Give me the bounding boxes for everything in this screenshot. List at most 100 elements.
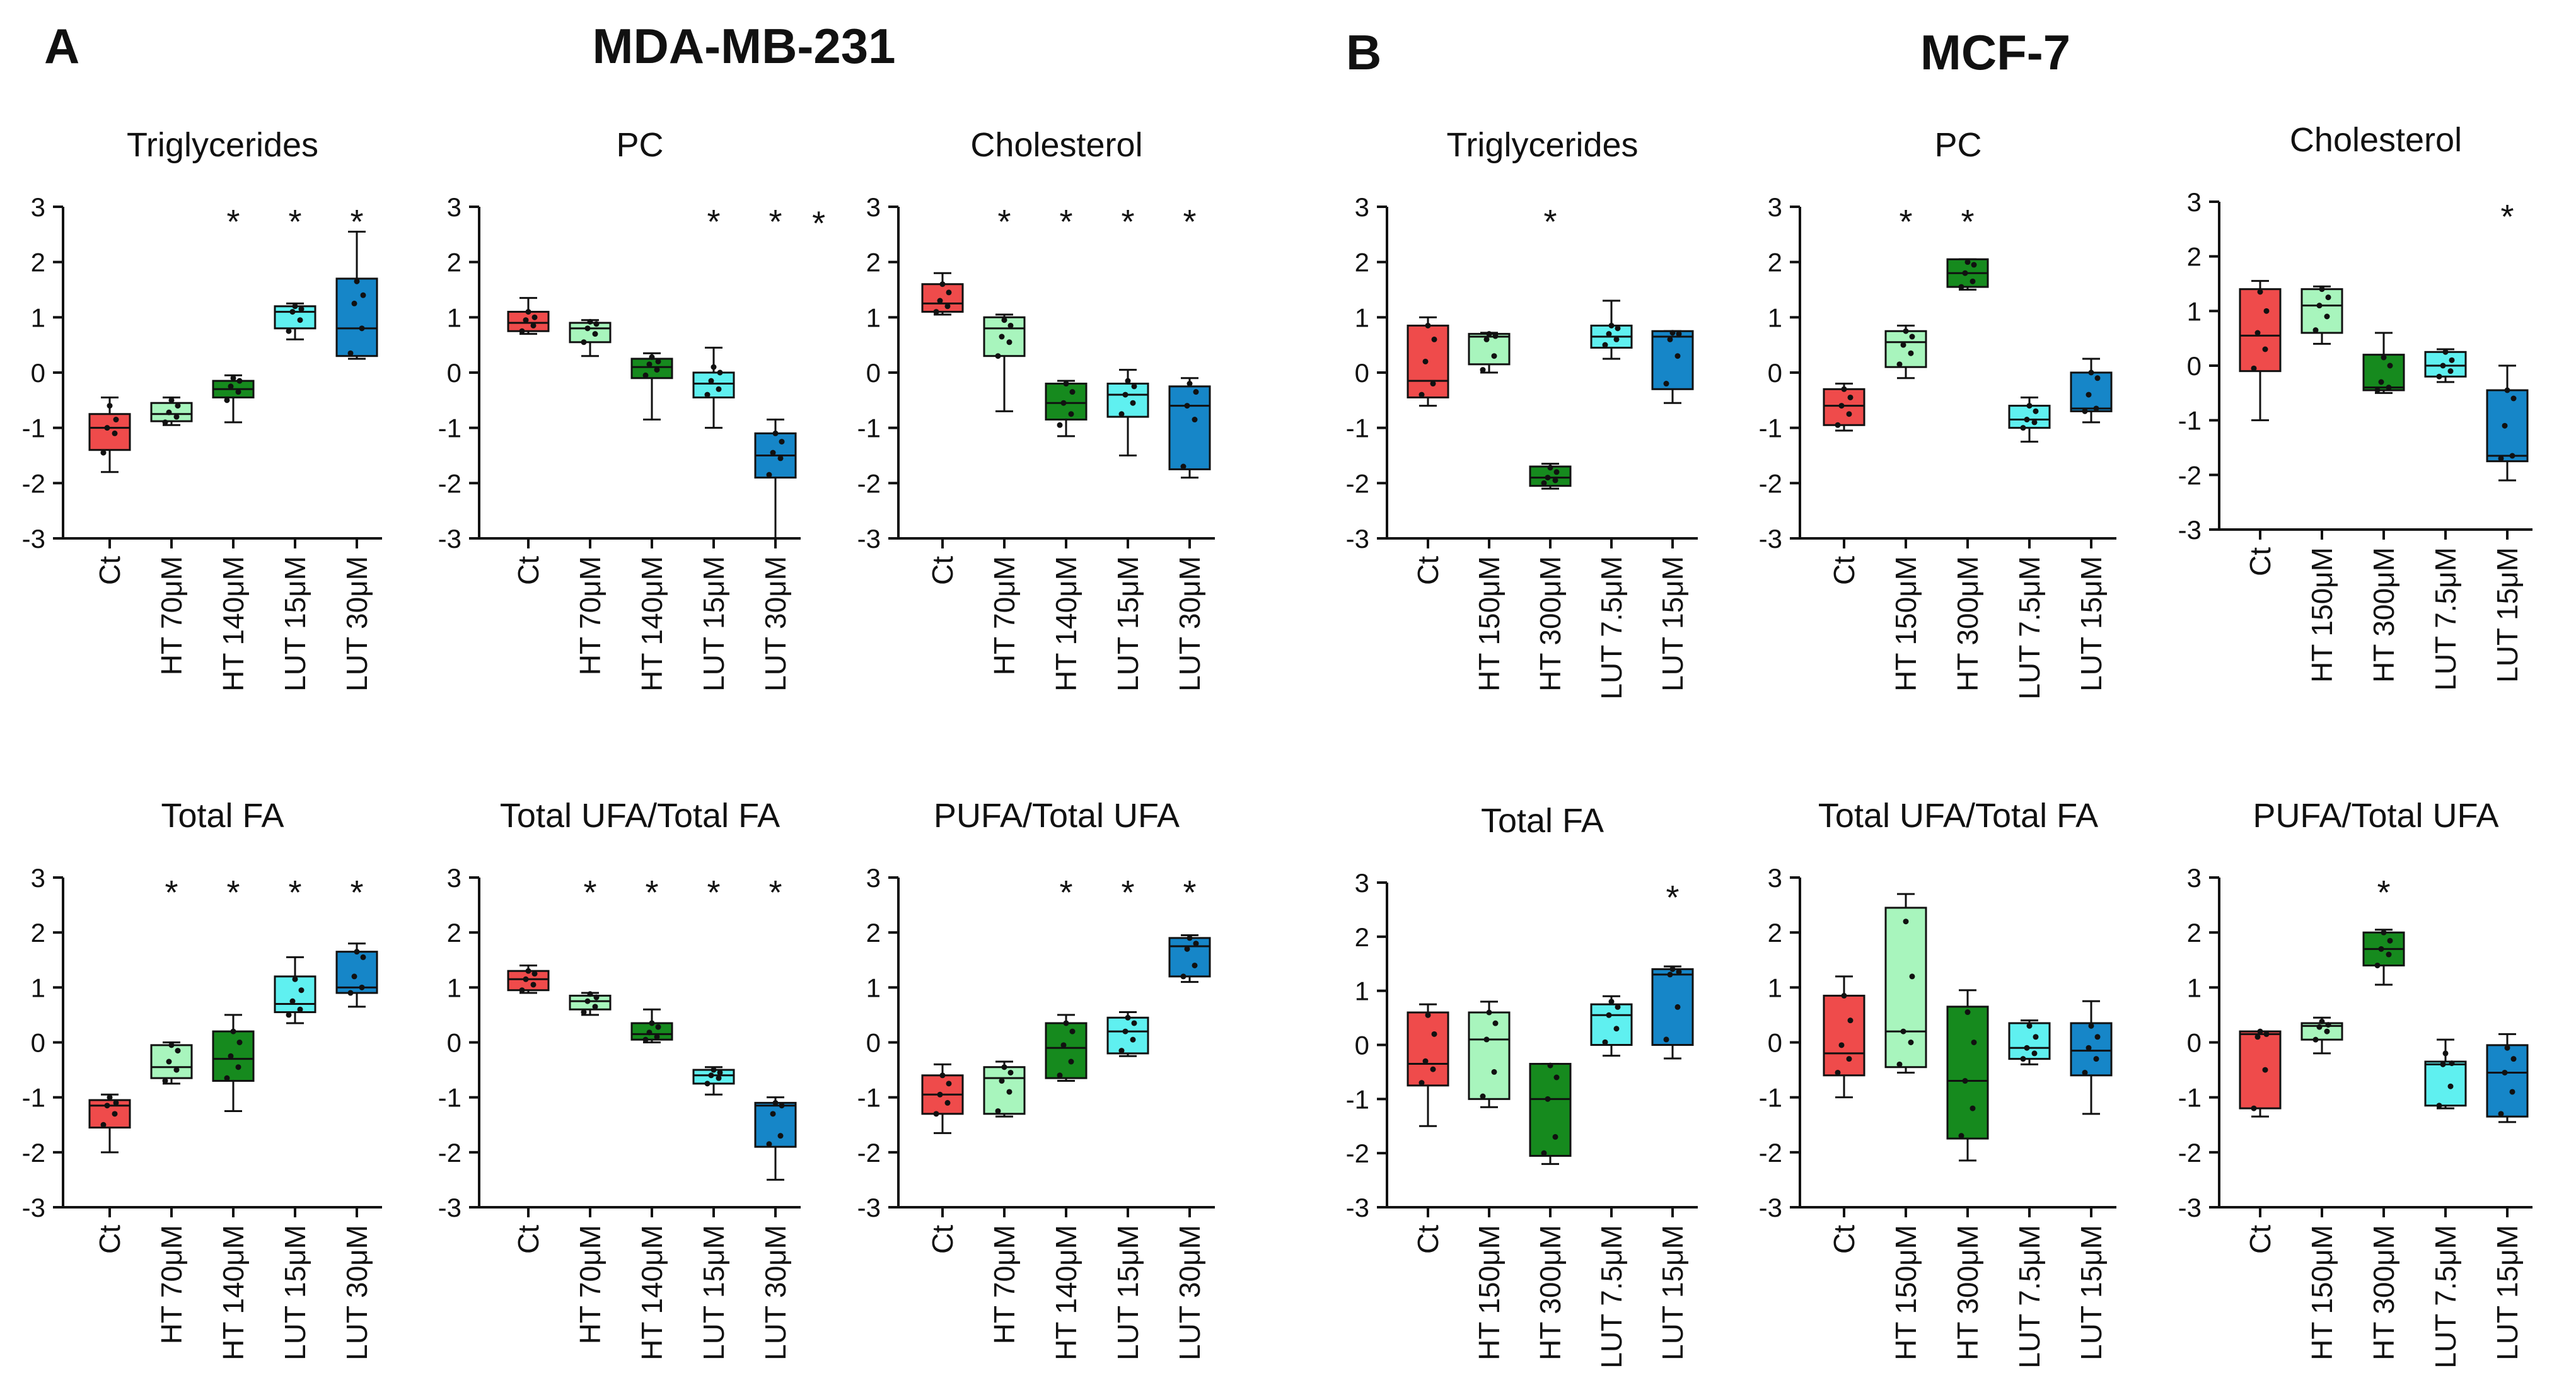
y-tick-label: 1 [1355,303,1369,332]
data-point [772,430,779,436]
y-tick-label: -1 [438,1083,461,1113]
y-tick-label: -3 [22,524,45,554]
data-point [1006,339,1012,345]
data-point [292,303,298,310]
y-tick-label: -1 [857,1083,881,1113]
data-point [113,417,119,423]
data-point [1841,992,1847,999]
data-point [1125,378,1131,384]
significance-star: * [707,874,720,912]
category-label: LUT 7.5μM [2429,1225,2462,1369]
significance-star: * [583,874,596,912]
category-label: HT 70μM [988,1225,1021,1344]
y-tick-label: 2 [2187,918,2202,948]
data-point [1552,1133,1558,1140]
y-tick-label: -2 [1759,1138,1782,1168]
data-point [2088,369,2094,376]
data-point [1552,477,1558,484]
y-tick-label: -3 [857,1193,881,1222]
data-point [2254,330,2261,336]
significance-star: * [707,203,720,241]
data-point [1908,1040,1914,1045]
data-point [2082,1069,2088,1075]
data-point [292,976,298,982]
data-point [1431,1031,1437,1037]
category-label: LUT 15μM [1111,556,1144,692]
data-point [289,998,296,1004]
data-point [2447,1083,2454,1089]
data-point [2502,1069,2508,1075]
data-point [1964,259,1971,265]
category-label: HT 300μM [1534,1225,1567,1360]
box-Ct [2239,1030,2282,1110]
y-tick-label: 0 [447,1028,461,1058]
data-point [1430,1066,1436,1072]
box-HT 70μM [569,994,612,1011]
box-LUT 30μM [335,277,378,357]
category-label: LUT 15μM [1111,1225,1144,1360]
data-point [523,317,529,323]
plot-title: Triglycerides [1446,126,1638,164]
plot-title: Cholesterol [2290,121,2462,159]
significance-star: * [769,874,782,912]
y-tick-label: 2 [1355,922,1369,952]
data-point [298,306,305,312]
data-point [1835,422,1841,428]
y-tick-label: -1 [438,414,461,443]
data-point [933,309,939,315]
y-tick-label: 3 [1768,192,1782,222]
data-point [100,449,107,456]
y-tick-label: 0 [1768,358,1782,388]
plot-title: PUFA/Total UFA [2253,797,2498,835]
data-point [1419,391,1425,398]
data-point [999,333,1005,340]
data-point [107,1094,113,1101]
data-point [236,378,243,384]
data-point [1122,1028,1128,1035]
category-label: HT 70μM [155,1225,188,1344]
data-point [2263,308,2270,314]
significance-star: * [1666,879,1679,917]
data-point [2324,1028,2330,1035]
y-tick-label: 3 [447,192,461,222]
data-point [2257,289,2263,295]
data-point [1613,336,1620,342]
data-point [1602,342,1608,348]
data-point [946,1081,952,1087]
data-point [1131,383,1137,390]
data-point [1069,389,1076,395]
y-tick-label: 2 [1355,248,1369,277]
y-tick-label: -2 [1346,1139,1369,1168]
data-point [2387,937,2393,944]
y-tick-label: 1 [447,973,461,1002]
data-point [1486,1009,1492,1016]
category-label: LUT 30μM [1173,556,1206,692]
data-point [166,1058,172,1065]
data-point [1896,361,1903,368]
category-label: LUT 15μM [697,556,730,692]
y-tick-label: 0 [447,358,461,388]
data-point [1903,919,1909,925]
y-tick-label: -3 [2178,515,2202,545]
data-point [347,990,354,996]
data-point [2093,405,2099,412]
plot-10: Total UFA/Total FA 3 2 1 0 -1 -2 -3 Ct HT 150μM HT… [1759,797,2116,1369]
data-point [933,1111,939,1117]
data-point [642,372,649,378]
y-tick-label: -2 [2178,460,2202,490]
data-point [112,1111,118,1117]
plot-title: Total FA [161,797,284,835]
data-point [530,322,537,328]
category-label: HT 140μM [1050,1225,1082,1360]
data-point [289,309,296,315]
category-label: HT 300μM [1951,1225,1984,1360]
y-tick-label: -2 [22,468,45,498]
box-LUT 7.5μM [1590,1003,1633,1046]
data-point [2086,391,2092,398]
data-point [1541,480,1547,486]
data-point [1186,935,1193,941]
data-point [1841,386,1847,392]
category-label: Ct [1828,1225,1860,1254]
y-tick-label: -3 [1346,1193,1369,1222]
data-point [1964,1009,1971,1016]
